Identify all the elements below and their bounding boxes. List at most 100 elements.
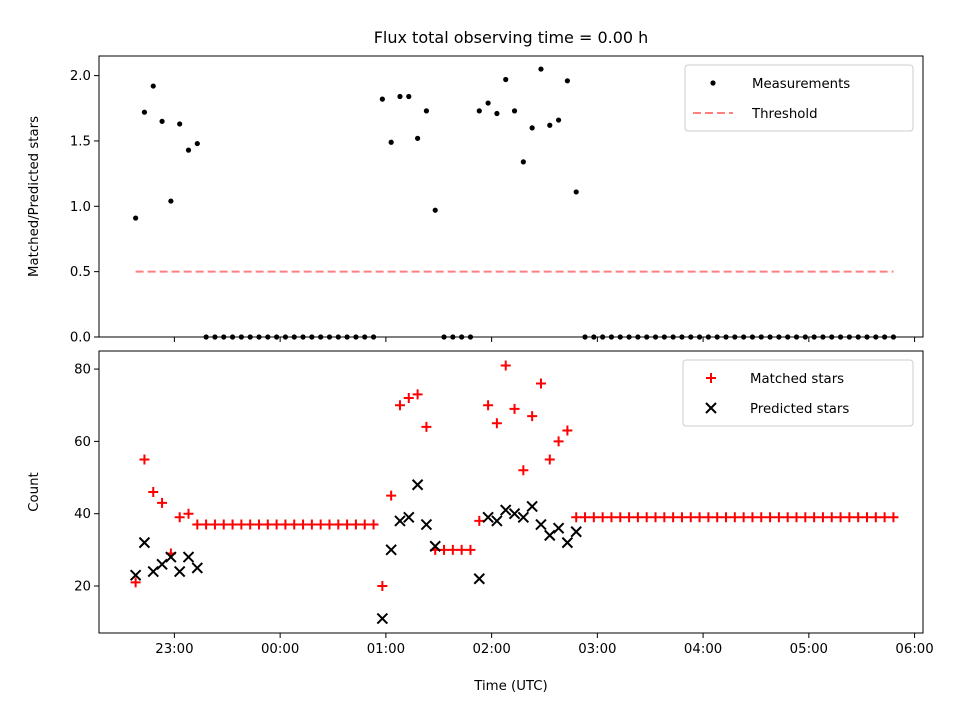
matched-star-point xyxy=(879,512,890,523)
matched-star-point xyxy=(386,490,397,501)
measurement-point xyxy=(397,93,403,100)
matched-star-point xyxy=(641,512,652,523)
series-predicted-stars xyxy=(129,479,582,625)
measurement-point xyxy=(406,93,412,100)
matched-star-point xyxy=(509,403,520,414)
x-tick-label: 01:00 xyxy=(367,642,405,657)
y-tick-label: 2.0 xyxy=(70,69,91,84)
predicted-star-point xyxy=(165,551,177,563)
legend-marker-matched xyxy=(706,373,716,383)
matched-star-point xyxy=(773,512,784,523)
predicted-star-point xyxy=(138,536,151,549)
x-tick-label: 23:00 xyxy=(155,642,193,657)
measurement-point xyxy=(388,139,394,145)
matched-star-point xyxy=(800,512,811,523)
y-tick-label: 60 xyxy=(74,435,91,450)
legend-box xyxy=(684,64,914,132)
predicted-star-point xyxy=(420,518,433,531)
predicted-star-point xyxy=(429,540,441,552)
axes-frame xyxy=(98,350,924,634)
matched-star-point xyxy=(368,519,379,530)
matched-star-point xyxy=(747,512,758,523)
x-tick-label: 00:00 xyxy=(261,642,299,657)
legend-label: Threshold xyxy=(751,107,818,122)
predicted-star-point xyxy=(535,518,547,531)
measurement-point xyxy=(538,66,544,72)
measurement-point xyxy=(503,76,509,83)
x-tick-label: 06:00 xyxy=(895,642,933,657)
measurement-point xyxy=(555,117,562,123)
matched-star-point xyxy=(474,515,485,526)
measurement-point xyxy=(150,83,156,89)
measurement-point xyxy=(573,189,579,195)
legend-box xyxy=(682,359,914,427)
matched-star-point xyxy=(201,519,212,530)
x-tick-label: 03:00 xyxy=(578,642,616,657)
matched-star-point xyxy=(685,512,696,523)
predicted-star-point xyxy=(376,612,389,625)
matched-star-point xyxy=(765,512,776,523)
matched-star-point xyxy=(280,519,291,530)
x-axis-label: Time (UTC) xyxy=(473,679,548,694)
y-tick-label: 1.5 xyxy=(70,134,91,149)
matched-star-point xyxy=(527,411,538,422)
matched-star-point xyxy=(712,512,723,523)
measurement-point xyxy=(415,135,421,141)
matched-star-point xyxy=(148,487,159,497)
matched-star-point xyxy=(377,581,388,591)
matched-star-point xyxy=(553,436,564,447)
predicted-star-point xyxy=(482,511,494,524)
matched-star-point xyxy=(650,512,661,523)
count-panel: 23:00 00:00 01:00 02:00 03:00 04:00 05:00 06:00… xyxy=(27,350,934,657)
measurement-point xyxy=(564,78,571,84)
legend-label: Measurements xyxy=(752,77,850,92)
y-tick-label: 40 xyxy=(74,507,91,522)
predicted-star-point xyxy=(473,573,485,585)
matched-star-point xyxy=(157,497,168,508)
matched-star-point xyxy=(139,454,150,465)
matched-star-point xyxy=(694,512,705,523)
matched-star-point xyxy=(315,519,326,530)
measurement-point xyxy=(423,108,430,114)
measurement-point xyxy=(133,215,139,221)
matched-star-point xyxy=(394,400,405,411)
matched-star-point xyxy=(729,512,740,523)
y-tick-label: 80 xyxy=(74,363,91,378)
matched-star-point xyxy=(333,519,344,530)
axes-frame xyxy=(98,55,924,338)
measurement-point xyxy=(520,159,526,165)
matched-star-point xyxy=(853,512,864,523)
matched-star-point xyxy=(253,519,264,530)
matched-star-point xyxy=(350,519,361,530)
matched-star-point xyxy=(870,512,881,523)
matched-star-point xyxy=(721,512,732,523)
measurement-point xyxy=(432,207,438,213)
y-axis-label: Matched/Predicted stars xyxy=(27,116,42,277)
matched-star-point xyxy=(518,465,529,476)
matched-star-point xyxy=(861,512,872,523)
matched-star-point xyxy=(817,512,828,523)
matched-star-point xyxy=(324,519,335,530)
matched-star-point xyxy=(632,512,643,523)
predicted-star-point xyxy=(526,500,538,513)
measurement-point xyxy=(511,108,518,114)
matched-star-point xyxy=(844,512,855,523)
matched-star-point xyxy=(130,577,141,588)
x-tick-label: 02:00 xyxy=(472,642,510,657)
predicted-star-point xyxy=(491,515,503,527)
matched-star-point xyxy=(465,544,476,555)
predicted-star-point xyxy=(517,511,530,524)
matched-star-point xyxy=(456,544,467,555)
measurement-point xyxy=(168,198,174,204)
predicted-star-point xyxy=(508,507,521,520)
y-tick-label: 1.0 xyxy=(70,200,91,215)
matched-star-point xyxy=(782,512,793,523)
matched-star-point xyxy=(809,512,820,523)
matched-star-point xyxy=(756,512,767,523)
matched-star-point xyxy=(421,421,432,432)
legend-label: Matched stars xyxy=(750,372,844,387)
chart-title: Flux total observing time = 0.00 h xyxy=(374,28,649,47)
predicted-star-point xyxy=(147,565,159,578)
matched-star-point xyxy=(174,512,185,523)
